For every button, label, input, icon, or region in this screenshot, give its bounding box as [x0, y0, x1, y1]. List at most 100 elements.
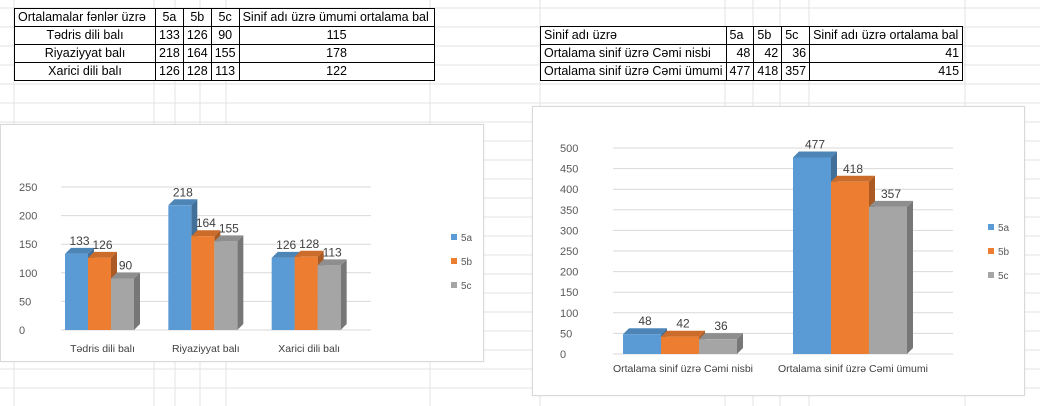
- header-cell[interactable]: 5b: [753, 26, 783, 45]
- value-cell[interactable]: 155: [210, 44, 240, 63]
- average-cell[interactable]: 122: [238, 62, 435, 81]
- table-header-row: Sinif adı üzrə 5a 5b 5c Sinif adı üzrə o…: [540, 26, 964, 45]
- chart2-y-tick-label: 300: [560, 225, 578, 237]
- chart1-bar-face: [191, 236, 215, 330]
- chart1-y-tick-label: 100: [19, 268, 37, 280]
- chart1-bar-face: [168, 205, 192, 330]
- chart2-bar-top: [793, 151, 837, 158]
- chart1-bar-face: [65, 253, 88, 330]
- value-cell[interactable]: 36: [781, 44, 811, 63]
- header-cell[interactable]: Sinif adı üzrə ümumi ortalama bal: [238, 8, 435, 27]
- header-cell[interactable]: 5c: [781, 26, 811, 45]
- chart2-y-tick-label: 0: [560, 349, 566, 361]
- chart2-bar-face: [869, 206, 907, 354]
- value-cell[interactable]: 128: [182, 62, 212, 81]
- chart2-legend-swatch: [988, 224, 994, 230]
- chart1-bar-face: [317, 265, 341, 330]
- value-cell[interactable]: 357: [781, 62, 811, 81]
- chart1-legend-swatch: [451, 234, 457, 240]
- value-cell[interactable]: 133: [155, 26, 184, 45]
- header-cell[interactable]: 5c: [210, 8, 240, 27]
- average-cell[interactable]: 178: [238, 44, 435, 63]
- header-cell[interactable]: 5a: [725, 26, 755, 45]
- chart1-bar-top: [88, 251, 117, 258]
- value-cell[interactable]: 90: [210, 26, 240, 45]
- chart1-data-label: 128: [299, 237, 319, 251]
- chart2-data-label: 418: [843, 162, 863, 176]
- value-cell[interactable]: 126: [155, 62, 184, 81]
- chart1-y-tick-label: 50: [19, 296, 31, 308]
- chart2-bar-top: [623, 328, 667, 335]
- chart1-bar-side: [237, 235, 244, 330]
- average-cell[interactable]: 115: [238, 26, 435, 45]
- average-cell[interactable]: 41: [809, 44, 964, 63]
- table-row: Ortalama sinif üzrə Cəmi ümumi 477 418 3…: [540, 62, 964, 81]
- chart1-bar-face: [111, 278, 134, 330]
- value-cell[interactable]: 48: [725, 44, 755, 63]
- header-cell[interactable]: Sinif adı üzrə ortalama bal: [809, 26, 964, 45]
- subject-scores-chart[interactable]: 0 50 100 150 200 250 133 126 90 Tədris dili balı 2…: [0, 124, 484, 362]
- chart1-data-label: 218: [173, 185, 193, 199]
- row-label-cell[interactable]: Ortalama sinif üzrə Cəmi nisbi: [540, 44, 727, 63]
- value-cell[interactable]: 164: [182, 44, 212, 63]
- chart2-bar-side: [737, 333, 743, 354]
- header-cell[interactable]: 5b: [182, 8, 212, 27]
- chart1-bar-top: [191, 230, 221, 237]
- table-row: Ortalama sinif üzrə Cəmi nisbi 48 42 36 …: [540, 44, 964, 63]
- table-row: Tədris dili balı 133 126 90 115: [14, 26, 435, 45]
- chart2-y-tick-label: 350: [560, 205, 578, 217]
- value-cell[interactable]: 477: [725, 62, 755, 81]
- header-cell[interactable]: Ortalamalar fənlər üzrə: [14, 8, 156, 27]
- chart1-data-label: 133: [69, 234, 89, 248]
- chart1-category-label: Riyaziyyat balı: [172, 343, 240, 355]
- row-label-cell[interactable]: Tədris dili balı: [14, 26, 156, 45]
- chart1-data-label: 126: [92, 238, 112, 252]
- value-cell[interactable]: 42: [753, 44, 783, 63]
- chart2-bar-side: [907, 200, 913, 354]
- chart1-bar-face: [294, 256, 318, 330]
- header-cell[interactable]: Sinif adı üzrə: [540, 26, 727, 45]
- chart1-y-tick-label: 0: [19, 325, 25, 337]
- table-row: Xarici dili balı 126 128 113 122: [14, 62, 435, 81]
- average-cell[interactable]: 415: [809, 62, 964, 81]
- chart1-legend-label: 5c: [461, 281, 472, 292]
- chart2-legend-label: 5b: [998, 247, 1010, 258]
- chart1-bar-side: [134, 272, 140, 330]
- chart2-bar-5c: [869, 200, 913, 354]
- chart2-bar-top: [661, 330, 705, 337]
- chart1-bar-top: [168, 199, 198, 206]
- chart1-legend-swatch: [451, 258, 457, 264]
- value-cell[interactable]: 218: [155, 44, 184, 63]
- value-cell[interactable]: 126: [182, 26, 212, 45]
- chart1-legend-label: 5b: [461, 257, 473, 268]
- subject-averages-table: Ortalamalar fənlər üzrə 5a 5b 5c Sinif a…: [14, 8, 435, 81]
- value-cell[interactable]: 418: [753, 62, 783, 81]
- chart1-legend-label: 5a: [461, 233, 473, 244]
- chart2-y-tick-label: 100: [560, 308, 578, 320]
- header-cell[interactable]: 5a: [155, 8, 184, 27]
- chart2-y-tick-label: 200: [560, 267, 578, 279]
- chart1-bar-top: [317, 259, 347, 266]
- chart1-bar-face: [271, 257, 295, 330]
- chart2-data-label: 48: [638, 314, 652, 328]
- chart1-legend-swatch: [451, 282, 457, 288]
- chart1-data-label: 113: [323, 245, 342, 259]
- chart2-bar-top: [699, 333, 743, 340]
- chart2-data-label: 36: [714, 319, 728, 333]
- chart1-bar-5c: [317, 259, 347, 330]
- value-cell[interactable]: 113: [210, 62, 240, 81]
- chart2-category-label: Ortalama sinif üzrə Cəmi ümumi: [778, 363, 928, 375]
- chart2-bar-5b: [661, 330, 705, 354]
- class-totals-chart[interactable]: 0 50 100 150 200 250 300 350 400 450 500 48 42 36 Orta…: [532, 106, 1025, 396]
- chart2-legend-swatch: [988, 248, 994, 254]
- chart1-y-tick-label: 250: [19, 182, 37, 194]
- chart1-bar-5c: [111, 272, 140, 330]
- chart2-bar-face: [661, 336, 699, 354]
- row-label-cell[interactable]: Riyaziyyat balı: [14, 44, 156, 63]
- chart1-bar-top: [111, 272, 140, 279]
- chart1-category-label: Tədris dili balı: [70, 343, 135, 355]
- chart2-legend-label: 5a: [998, 223, 1010, 234]
- row-label-cell[interactable]: Ortalama sinif üzrə Cəmi ümumi: [540, 62, 727, 81]
- row-label-cell[interactable]: Xarici dili balı: [14, 62, 156, 81]
- chart1-bar-5c: [214, 235, 244, 330]
